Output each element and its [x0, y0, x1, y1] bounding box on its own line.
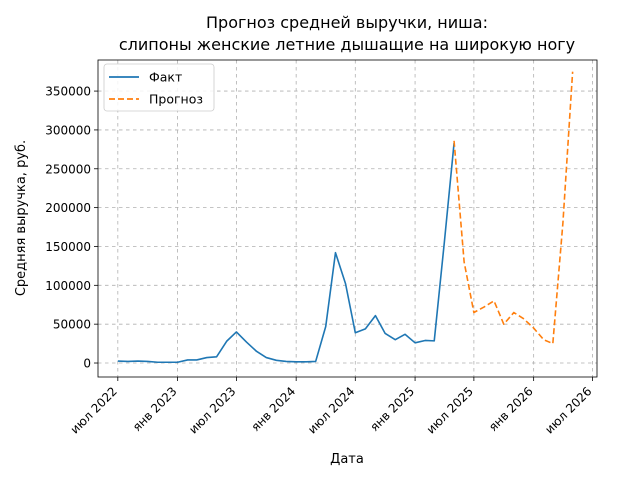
series-lines	[117, 71, 574, 364]
y-tick-label: 50000	[53, 318, 91, 332]
grid	[98, 60, 597, 377]
y-tick-label: 250000	[45, 162, 91, 176]
y-tick-label: 300000	[45, 123, 91, 137]
y-axis-ticks: 0 50000 100000 150000 200000 250000 300000 3500…	[45, 85, 98, 371]
chart-title-line1: Прогноз средней выручки, ниша:	[206, 13, 488, 32]
chart-title-line2: слипоны женские летние дышащие на широку…	[119, 35, 575, 54]
y-axis-label: Средняя выручка, руб.	[14, 140, 29, 296]
y-tick-label: 200000	[45, 201, 91, 215]
series-forecast-line	[453, 71, 574, 345]
legend-fact-label: Факт	[149, 70, 182, 85]
legend-forecast-label: Прогноз	[149, 92, 203, 107]
y-tick-label: 150000	[45, 240, 91, 254]
legend: Факт Прогноз	[103, 63, 215, 112]
x-axis-label: Дата	[330, 452, 364, 467]
plot-frame	[97, 59, 598, 378]
y-tick-label: 0	[83, 357, 91, 371]
y-tick-label: 350000	[45, 85, 91, 99]
y-tick-label: 100000	[45, 279, 91, 293]
series-fact-line	[117, 143, 455, 364]
